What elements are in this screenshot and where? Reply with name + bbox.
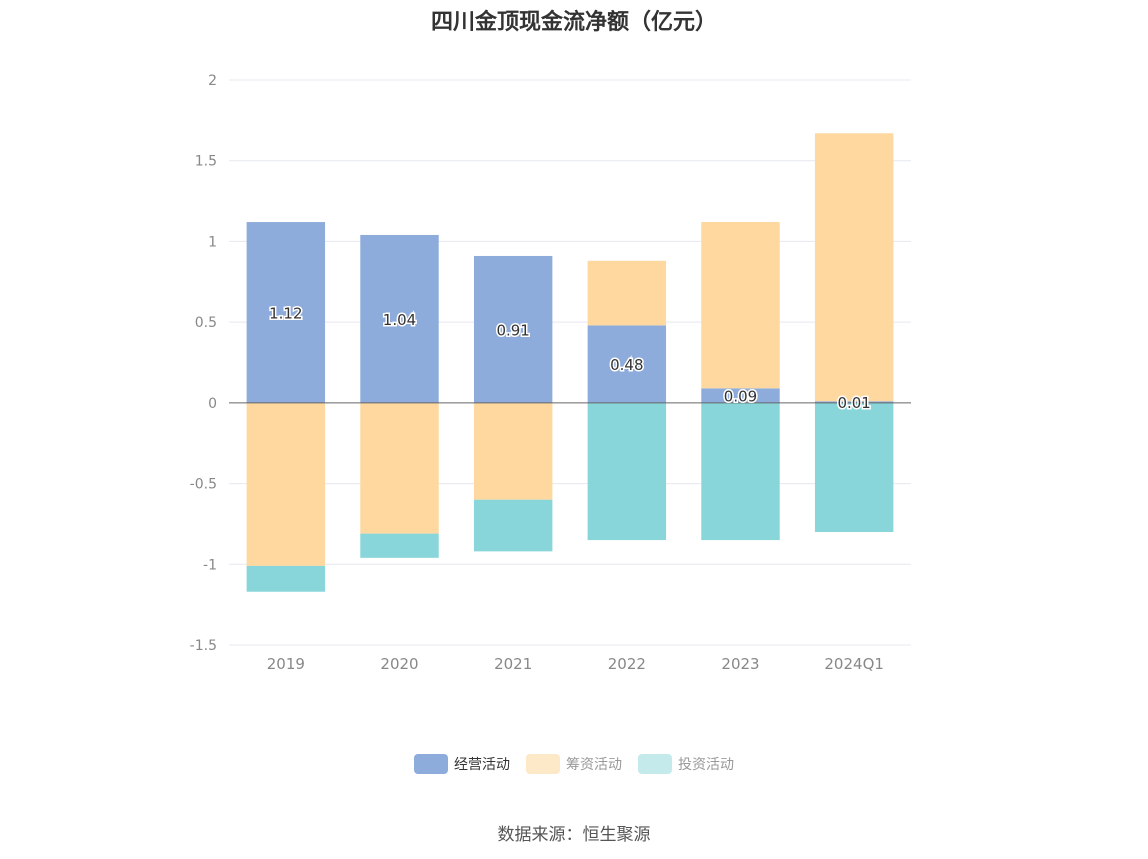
source-note: 数据来源：恒生聚源 [497, 825, 651, 845]
data-label: 0.91 [496, 321, 529, 339]
data-label: 1.04 [383, 311, 416, 329]
y-tick-label: -1.5 [190, 638, 217, 654]
legend-swatch-investing [638, 754, 672, 774]
data-label: 0.09 [724, 388, 757, 406]
y-tick-label: 1.5 [195, 154, 217, 170]
y-tick-label: 2 [208, 73, 217, 89]
y-tick-label: 0.5 [195, 315, 217, 331]
bar-operating [246, 222, 326, 403]
bar-financing [473, 402, 553, 500]
bar-financing [246, 402, 326, 566]
y-tick-label: 0 [208, 396, 217, 412]
legend-swatch-operating [414, 754, 448, 774]
bar-financing [360, 402, 439, 534]
legend-item-investing[interactable]: 投资活动 [638, 754, 734, 774]
chart-title: 四川金顶现金流净额（亿元） [430, 10, 717, 35]
bar-investing [814, 402, 894, 532]
legend-item-operating[interactable]: 经营活动 [414, 754, 510, 774]
data-label: 0.01 [837, 394, 870, 412]
bar-financing [587, 260, 667, 326]
x-tick-label: 2021 [494, 655, 532, 673]
x-tick-label: 2019 [267, 655, 305, 673]
x-tick-label: 2024Q1 [824, 655, 884, 673]
y-tick-label: 1 [208, 234, 217, 250]
legend-swatch-financing [526, 754, 560, 774]
bar-operating [473, 255, 553, 403]
data-label: 0.48 [610, 356, 643, 374]
bar-financing [814, 133, 894, 402]
x-tick-label: 2022 [608, 655, 646, 673]
bar-operating [587, 325, 667, 403]
bar-investing [587, 402, 667, 541]
y-tick-label: -1 [203, 557, 217, 573]
x-tick-label: 2020 [380, 655, 418, 673]
bar-investing [360, 533, 439, 558]
bar-operating [701, 388, 780, 403]
bar-operating [814, 401, 894, 403]
legend-label-operating: 经营活动 [454, 757, 510, 773]
legend-item-financing[interactable]: 筹资活动 [526, 754, 622, 774]
bar-investing [246, 565, 326, 592]
bar-financing [701, 222, 780, 389]
legend-label-financing: 筹资活动 [566, 757, 622, 773]
bar-investing [701, 402, 780, 541]
chart-legend: 经营活动 筹资活动 投资活动 [0, 754, 1148, 774]
y-tick-label: -0.5 [190, 477, 217, 493]
bar-investing [473, 499, 553, 552]
x-tick-label: 2023 [721, 655, 759, 673]
data-label: 1.12 [269, 304, 302, 322]
legend-label-investing: 投资活动 [678, 757, 734, 773]
bar-operating [360, 234, 439, 403]
